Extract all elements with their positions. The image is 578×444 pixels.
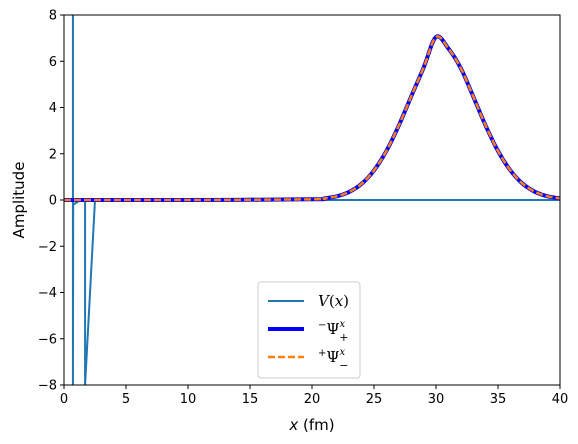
x-tick-label: 0 xyxy=(60,392,68,407)
y-tick-label: −8 xyxy=(38,379,57,394)
x-tick-label: 20 xyxy=(304,392,321,407)
y-tick-label: 6 xyxy=(49,55,57,70)
y-tick-label: 8 xyxy=(49,9,57,24)
x-axis-variable: x xyxy=(288,416,298,434)
y-tick-label: −6 xyxy=(38,332,57,347)
series-psi-plus-minus xyxy=(64,35,560,202)
legend-label-v: V(x) xyxy=(318,292,349,310)
y-tick-label: 2 xyxy=(49,147,57,162)
y-tick-label: −2 xyxy=(38,240,57,255)
legend-label-psi-minus-plus: −Ψx + xyxy=(318,319,348,344)
x-tick-label: 10 xyxy=(180,392,197,407)
y-axis-label: Amplitude xyxy=(10,162,28,239)
x-tick-label: 25 xyxy=(366,392,383,407)
x-tick-label: 5 xyxy=(122,392,130,407)
x-tick-label: 30 xyxy=(428,392,445,407)
ticks-layer: 0 5 10 15 20 25 30 35 40 −8 −6 −4 −2 0 2 4 6 8 xyxy=(38,9,568,408)
y-tick-label: 0 xyxy=(49,194,57,209)
y-tick-label: 4 xyxy=(49,101,57,116)
y-tick-label: −4 xyxy=(38,286,57,301)
x-tick-label: 40 xyxy=(552,392,569,407)
legend: V(x) −Ψx + +Ψx − xyxy=(257,281,361,379)
legend-box xyxy=(257,281,361,379)
series-layer xyxy=(64,15,560,385)
x-axis-unit: (fm) xyxy=(298,416,334,434)
x-axis-label: x (fm) xyxy=(288,416,334,434)
x-tick-label: 35 xyxy=(490,392,507,407)
x-tick-label: 15 xyxy=(242,392,259,407)
legend-label-psi-plus-minus: +Ψx − xyxy=(318,347,348,372)
